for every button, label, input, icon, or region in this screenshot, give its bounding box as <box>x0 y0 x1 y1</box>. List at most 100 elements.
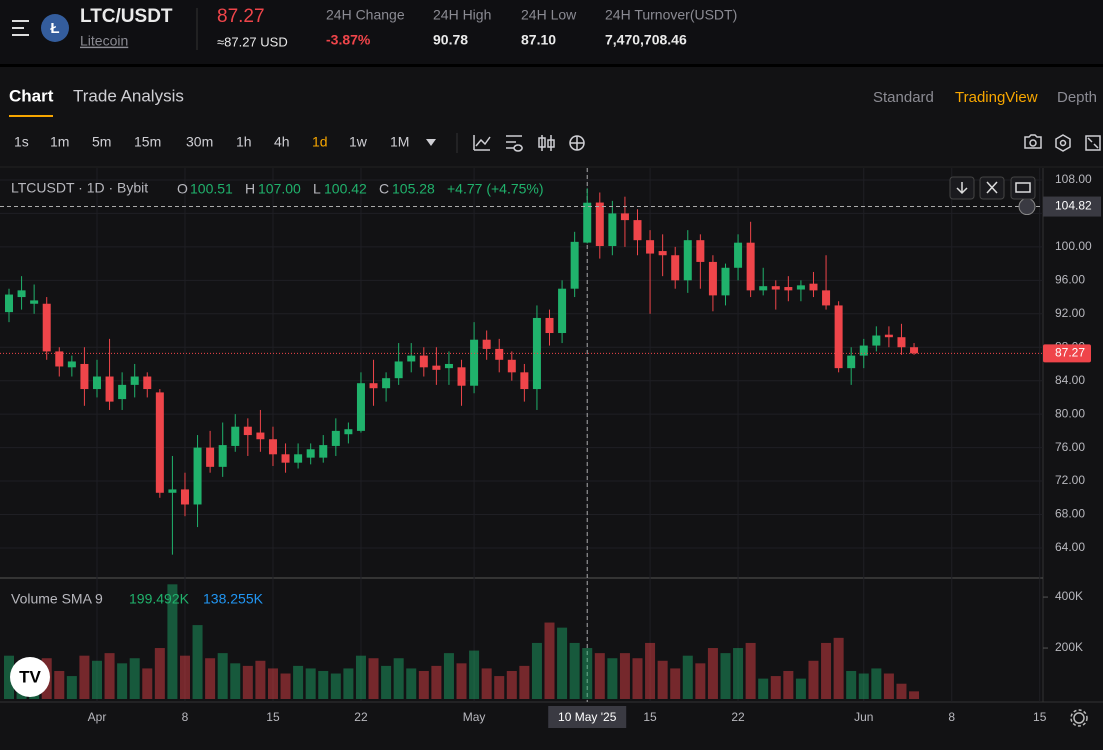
interval[interactable]: 1d <box>312 134 328 150</box>
volume-bar <box>770 676 781 699</box>
arrow-icon <box>956 182 968 195</box>
crosshair-y-label: 104.82 <box>1055 199 1092 213</box>
volume-bar <box>733 648 744 699</box>
candle-body <box>633 220 642 241</box>
candle-body <box>734 242 743 268</box>
stat-label: 24H Turnover(USDT) <box>605 7 737 23</box>
legend-key: H <box>245 181 255 197</box>
interval[interactable]: 5m <box>92 134 111 150</box>
candle-body <box>834 305 843 369</box>
y-tick-label: 84.00 <box>1055 373 1085 387</box>
interval[interactable]: 1m <box>50 134 69 150</box>
fullscreen-icon[interactable] <box>1085 135 1101 151</box>
reset-icon <box>1015 182 1031 193</box>
tab[interactable]: Trade Analysis <box>73 86 184 105</box>
menu-icon[interactable] <box>12 20 29 36</box>
candle-body <box>268 439 277 455</box>
legend-key: C <box>379 181 389 197</box>
coin-name[interactable]: Litecoin <box>80 33 128 49</box>
reset-button[interactable] <box>1010 176 1036 200</box>
candle-body <box>193 447 202 505</box>
stat-value: 87.10 <box>521 32 556 48</box>
legend-value: 107.00 <box>258 181 301 197</box>
candle-body <box>344 429 353 435</box>
snapshot-icon[interactable] <box>1024 134 1042 149</box>
volume-bar <box>381 665 392 699</box>
volume-bar <box>632 658 643 699</box>
volume-bar <box>330 673 341 699</box>
interval[interactable]: 1s <box>14 134 29 150</box>
interval[interactable]: 1w <box>349 134 368 150</box>
candle-body <box>897 337 906 348</box>
candle-body <box>218 445 227 467</box>
volume-bar <box>883 673 894 699</box>
volume-bar <box>179 655 190 699</box>
volume-bar <box>142 668 153 699</box>
crosshair-plus[interactable] <box>1018 198 1036 216</box>
x-tick-label: 10 May '25 <box>558 710 617 724</box>
stat-value: -3.87% <box>326 32 371 48</box>
volume-bar <box>293 665 304 699</box>
candle-body <box>847 355 856 369</box>
header-border <box>0 64 1103 67</box>
interval[interactable]: 4h <box>274 134 290 150</box>
last-price-label: 87.27 <box>1055 346 1085 360</box>
volume-bar <box>745 642 756 699</box>
interval[interactable]: 30m <box>186 134 213 150</box>
volume-bar <box>154 648 165 699</box>
tab-underline <box>9 115 53 117</box>
candle-body <box>105 376 114 402</box>
y-tick-label: 80.00 <box>1055 406 1085 420</box>
volume-bar <box>79 655 90 699</box>
y-tick-label: 64.00 <box>1055 540 1085 554</box>
crosshair-y-box <box>1043 196 1101 217</box>
volume-bar <box>808 660 819 699</box>
candle-body <box>206 447 215 467</box>
view-option[interactable]: Standard <box>873 89 934 106</box>
tab[interactable]: Chart <box>9 86 54 105</box>
candle-body <box>80 363 89 390</box>
volume-bar <box>117 663 128 699</box>
candle-body <box>457 367 466 386</box>
candle-body <box>168 489 177 493</box>
x-tick-label: 22 <box>731 710 745 724</box>
last-price-box <box>1043 344 1091 363</box>
volume-bar <box>230 663 241 699</box>
interval[interactable]: 1M <box>390 134 409 150</box>
candle-body <box>646 240 655 254</box>
settings-icon[interactable] <box>1055 134 1071 152</box>
interval[interactable]: 15m <box>134 134 161 150</box>
candle-body <box>17 290 26 298</box>
candle-body <box>356 383 365 431</box>
volume-bar <box>469 650 480 699</box>
volume-value: 199.492K <box>129 591 190 607</box>
indicator-icon[interactable] <box>473 135 491 151</box>
candle-body <box>5 294 13 313</box>
volume-bar <box>91 660 102 699</box>
price-usd: ≈87.27 USD <box>217 34 288 49</box>
candle-body <box>432 365 441 370</box>
volume-tick-label: 200K <box>1055 640 1083 654</box>
candle-body <box>507 359 516 373</box>
view-option[interactable]: TradingView <box>955 89 1038 106</box>
interval[interactable]: 1h <box>236 134 252 150</box>
view-option[interactable]: Depth <box>1057 89 1097 106</box>
candle-body <box>382 378 391 389</box>
volume-bar <box>909 691 920 699</box>
candle-body <box>910 347 919 354</box>
volume-title: Volume SMA 9 <box>11 591 103 607</box>
candle-body <box>620 213 629 221</box>
last-price: 87.27 <box>217 6 265 27</box>
template-icon[interactable] <box>506 135 523 152</box>
tv-logo[interactable] <box>10 657 50 697</box>
compare-icon[interactable] <box>570 136 584 150</box>
axis-settings[interactable] <box>1070 709 1088 727</box>
volume-bar <box>582 648 593 699</box>
volume-bar <box>431 665 442 699</box>
chart-type-icon[interactable] <box>538 135 555 151</box>
scale-icon <box>986 181 998 194</box>
candle-body <box>532 317 541 390</box>
interval-dropdown[interactable] <box>426 139 436 146</box>
